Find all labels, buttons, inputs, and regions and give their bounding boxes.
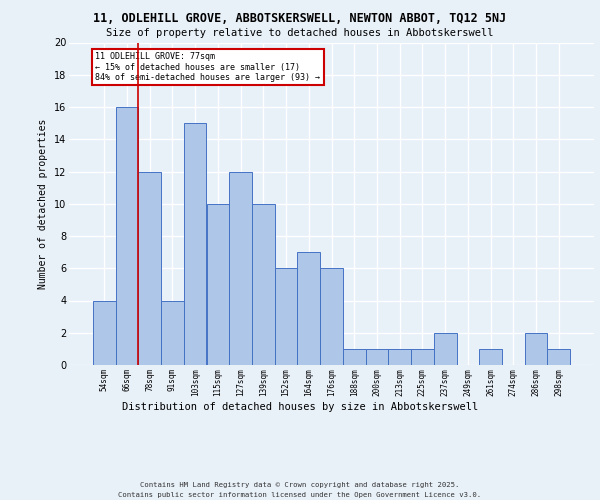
Bar [524,333,547,365]
Bar [411,349,434,365]
Text: Contains public sector information licensed under the Open Government Licence v3: Contains public sector information licen… [118,492,482,498]
Bar [116,107,139,365]
Bar [343,349,365,365]
Text: 11, ODLEHILL GROVE, ABBOTSKERSWELL, NEWTON ABBOT, TQ12 5NJ: 11, ODLEHILL GROVE, ABBOTSKERSWELL, NEWT… [94,12,506,26]
Y-axis label: Number of detached properties: Number of detached properties [38,118,48,289]
Bar [479,349,502,365]
Bar [365,349,388,365]
Text: Distribution of detached houses by size in Abbotskerswell: Distribution of detached houses by size … [122,402,478,412]
Bar [184,123,206,365]
Bar [252,204,275,365]
Bar [388,349,411,365]
Bar [229,172,252,365]
Bar [275,268,298,365]
Text: Contains HM Land Registry data © Crown copyright and database right 2025.: Contains HM Land Registry data © Crown c… [140,482,460,488]
Bar [320,268,343,365]
Bar [93,300,116,365]
Bar [161,300,184,365]
Bar [298,252,320,365]
Bar [206,204,229,365]
Bar [139,172,161,365]
Text: 11 ODLEHILL GROVE: 77sqm
← 15% of detached houses are smaller (17)
84% of semi-d: 11 ODLEHILL GROVE: 77sqm ← 15% of detach… [95,52,320,82]
Bar [434,333,457,365]
Text: Size of property relative to detached houses in Abbotskerswell: Size of property relative to detached ho… [106,28,494,38]
Bar [547,349,570,365]
